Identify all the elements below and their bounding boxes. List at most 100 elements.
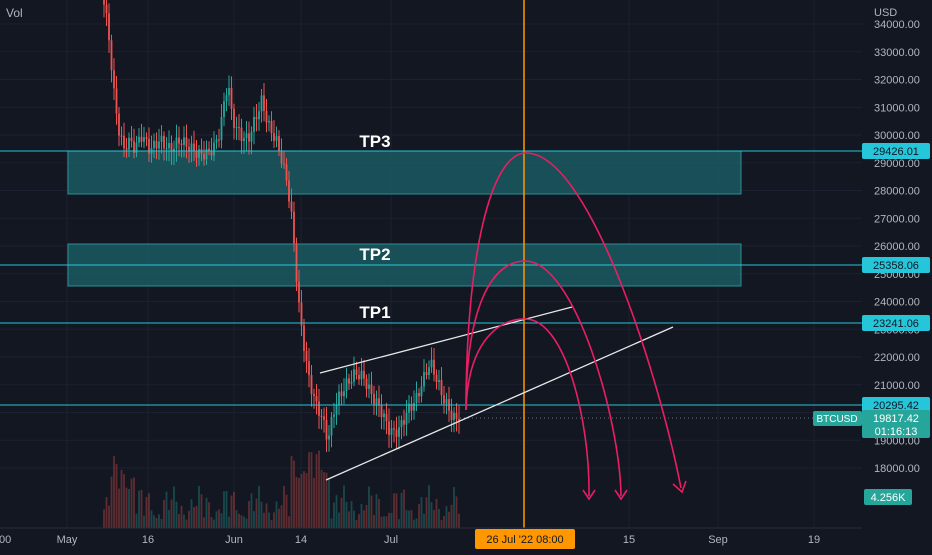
- candle-body: [133, 141, 135, 153]
- volume-badge: [864, 489, 912, 505]
- volume-bar: [410, 510, 413, 528]
- candle-body: [230, 87, 233, 109]
- volume-bar: [283, 485, 285, 528]
- price-tick-label: 18000.00: [874, 463, 920, 475]
- time-label-16: 16: [142, 534, 154, 546]
- wedge-lower-trendline[interactable]: [325, 326, 674, 481]
- projection-arc-tp2[interactable]: [465, 260, 622, 497]
- level-price-29426: 29426.01: [873, 146, 919, 158]
- candle-body: [195, 151, 198, 158]
- volume-bar: [143, 515, 145, 528]
- volume-bar: [295, 476, 298, 528]
- candle-body: [180, 143, 183, 145]
- volume-bar: [120, 469, 123, 528]
- volume-bar: [260, 501, 263, 528]
- candle-body: [410, 403, 413, 411]
- candle-body: [115, 88, 118, 114]
- volume-bar: [333, 502, 335, 528]
- volume-bar: [188, 510, 190, 528]
- candle-body: [435, 374, 438, 383]
- volume-bar: [368, 486, 370, 528]
- volume-bar: [378, 498, 380, 528]
- candle-body: [290, 201, 293, 212]
- candle-body: [238, 127, 240, 129]
- volume-bar: [290, 455, 293, 528]
- candle-body: [205, 148, 208, 160]
- volume-bar: [303, 471, 305, 528]
- candle-body: [140, 136, 143, 142]
- time-label-may: May: [57, 534, 78, 546]
- price-tick-label: 30000.00: [874, 130, 920, 142]
- candle-body: [325, 419, 328, 440]
- volume-bar: [170, 499, 173, 528]
- candle-body: [225, 95, 228, 102]
- price-tick-label: 19000.00: [874, 435, 920, 447]
- volume-bar: [453, 486, 455, 528]
- volume-bar: [400, 493, 403, 528]
- volume-bar: [135, 513, 138, 528]
- candle-body: [345, 378, 348, 392]
- time-axis[interactable]: [0, 528, 932, 550]
- arrowhead-icon: [582, 489, 596, 501]
- volume-bar: [213, 519, 215, 528]
- candle-body: [108, 13, 110, 41]
- volume-bar: [363, 510, 365, 528]
- candle-body: [210, 150, 213, 156]
- tp3-zone[interactable]: [67, 150, 742, 195]
- price-tick-label: 27000.00: [874, 213, 920, 225]
- wedge-upper-trendline[interactable]: [319, 306, 573, 374]
- volume-bar: [130, 478, 133, 528]
- symbol-badge[interactable]: [813, 411, 862, 426]
- candle-body: [250, 131, 253, 142]
- volume-bar: [320, 470, 323, 528]
- candle-body: [255, 116, 258, 120]
- candle-body: [155, 140, 158, 149]
- projection-arc-tp1[interactable]: [465, 318, 590, 497]
- candle-body: [160, 135, 163, 142]
- candle-body: [120, 135, 123, 137]
- volume-bar: [380, 516, 383, 528]
- candle-body: [373, 393, 375, 405]
- candle-body: [128, 137, 130, 150]
- time-label-partial: :00: [0, 534, 11, 546]
- candle-body: [280, 150, 283, 164]
- candle-body: [378, 398, 380, 406]
- level-badge-20295: [862, 397, 930, 413]
- candle-body: [215, 139, 218, 143]
- candle-body: [433, 359, 435, 375]
- candle-body: [353, 369, 355, 382]
- volume-bar: [173, 486, 175, 528]
- candle-body: [145, 137, 148, 139]
- volume-bar: [230, 495, 233, 528]
- candle-body: [265, 110, 268, 123]
- volume-bar: [178, 514, 180, 528]
- volume-bar: [385, 516, 388, 528]
- candle-body: [288, 180, 290, 202]
- volume-bar: [423, 513, 425, 528]
- candle-body: [218, 139, 220, 141]
- candlestick-series: [103, 0, 460, 452]
- candle-body: [408, 403, 410, 413]
- volume-bar: [193, 507, 195, 528]
- price-tick-label: 21000.00: [874, 380, 920, 392]
- volume-bar: [433, 509, 435, 528]
- volume-bar: [428, 485, 430, 528]
- candle-body: [320, 415, 323, 417]
- candle-body: [253, 116, 255, 132]
- candle-body: [203, 153, 205, 160]
- volume-bar: [160, 518, 163, 528]
- volume-bar: [293, 460, 295, 528]
- volume-bar: [223, 491, 225, 528]
- candle-body: [248, 133, 250, 142]
- last-price-badge: [862, 410, 930, 438]
- candle-body: [178, 137, 180, 144]
- candle-body: [298, 281, 300, 303]
- volume-bar: [355, 519, 358, 528]
- candle-body: [375, 398, 378, 405]
- candle-body: [403, 420, 405, 425]
- projection-arc-tp3[interactable]: [465, 152, 682, 489]
- volume-bar: [340, 497, 343, 528]
- candle-body: [278, 136, 280, 151]
